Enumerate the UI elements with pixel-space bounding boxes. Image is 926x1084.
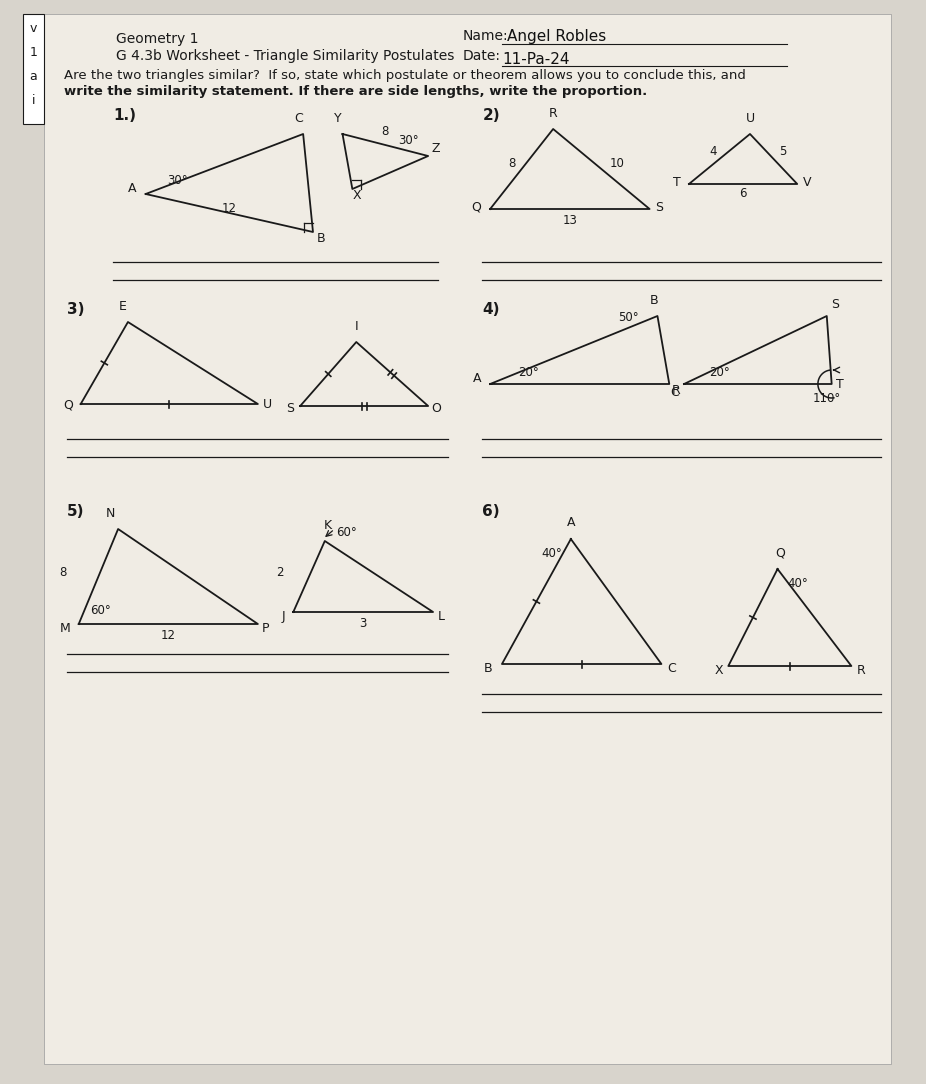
Text: 1: 1 [30, 46, 37, 59]
Text: Date:: Date: [463, 49, 501, 63]
Text: V: V [803, 176, 811, 189]
Text: C: C [294, 112, 303, 125]
Text: L: L [437, 610, 444, 623]
Text: 30°: 30° [398, 134, 419, 147]
Text: 3: 3 [359, 617, 367, 630]
Text: 2: 2 [276, 567, 283, 580]
Text: X: X [714, 664, 723, 678]
Text: 6: 6 [739, 188, 747, 201]
Text: P: P [262, 622, 269, 635]
Text: K: K [324, 519, 332, 532]
Text: X: X [353, 189, 361, 202]
Text: 20°: 20° [518, 366, 538, 379]
Text: U: U [263, 398, 272, 411]
Text: I: I [355, 320, 358, 333]
Text: M: M [59, 622, 70, 635]
Text: A: A [128, 182, 136, 195]
Text: 110°: 110° [813, 392, 841, 405]
Text: C: C [669, 386, 679, 399]
Text: 20°: 20° [708, 366, 730, 379]
Text: T: T [673, 176, 681, 189]
Text: 60°: 60° [91, 604, 111, 617]
Text: 5: 5 [780, 145, 787, 158]
Text: Angel Robles: Angel Robles [507, 28, 607, 43]
Text: R: R [671, 384, 681, 397]
Text: N: N [106, 507, 115, 520]
Text: i: i [31, 93, 35, 106]
Text: T: T [835, 378, 844, 391]
Text: 2): 2) [482, 108, 500, 124]
Text: 11-Pa-24: 11-Pa-24 [502, 52, 569, 66]
Text: B: B [317, 232, 325, 245]
Text: 10: 10 [609, 157, 624, 170]
Text: S: S [831, 298, 839, 311]
Text: 4: 4 [709, 145, 717, 158]
Text: 12: 12 [222, 202, 237, 215]
Text: G 4.3b Worksheet - Triangle Similarity Postulates: G 4.3b Worksheet - Triangle Similarity P… [116, 49, 455, 63]
Text: Q: Q [471, 201, 482, 214]
Text: 1.): 1.) [113, 108, 136, 124]
Text: R: R [857, 664, 866, 678]
Text: A: A [473, 372, 482, 385]
Text: Name:: Name: [463, 29, 508, 43]
Text: Y: Y [333, 112, 342, 125]
Text: 60°: 60° [337, 526, 357, 539]
Text: 13: 13 [562, 214, 577, 227]
Text: U: U [745, 112, 755, 125]
Text: Geometry 1: Geometry 1 [116, 33, 199, 46]
Text: S: S [286, 402, 294, 415]
Text: O: O [432, 402, 441, 415]
Text: Are the two triangles similar?  If so, state which postulate or theorem allows y: Are the two triangles similar? If so, st… [64, 69, 745, 82]
Text: A: A [567, 516, 575, 529]
Text: E: E [119, 300, 127, 313]
Text: 12: 12 [161, 629, 176, 642]
Text: v: v [30, 22, 37, 35]
Text: S: S [656, 201, 663, 214]
Text: 40°: 40° [542, 547, 562, 560]
Text: B: B [484, 662, 493, 675]
FancyBboxPatch shape [44, 14, 891, 1064]
Text: B: B [650, 294, 658, 307]
Text: R: R [549, 107, 557, 120]
Text: Z: Z [432, 142, 440, 155]
Text: 8: 8 [59, 567, 67, 580]
Text: Q: Q [776, 546, 785, 559]
Text: Q: Q [63, 398, 73, 411]
Text: 50°: 50° [618, 311, 639, 324]
Text: 8: 8 [382, 125, 389, 138]
FancyBboxPatch shape [22, 14, 44, 124]
Text: 3): 3) [67, 301, 84, 317]
Text: a: a [30, 69, 37, 82]
Text: 5): 5) [67, 504, 84, 519]
Text: 40°: 40° [787, 577, 808, 590]
Text: J: J [282, 610, 285, 623]
Text: write the similarity statement. If there are side lengths, write the proportion.: write the similarity statement. If there… [64, 85, 647, 98]
Text: 30°: 30° [168, 175, 188, 188]
Text: 4): 4) [482, 301, 500, 317]
Text: C: C [667, 662, 676, 675]
Text: 6): 6) [482, 504, 500, 519]
Text: 8: 8 [507, 157, 515, 170]
